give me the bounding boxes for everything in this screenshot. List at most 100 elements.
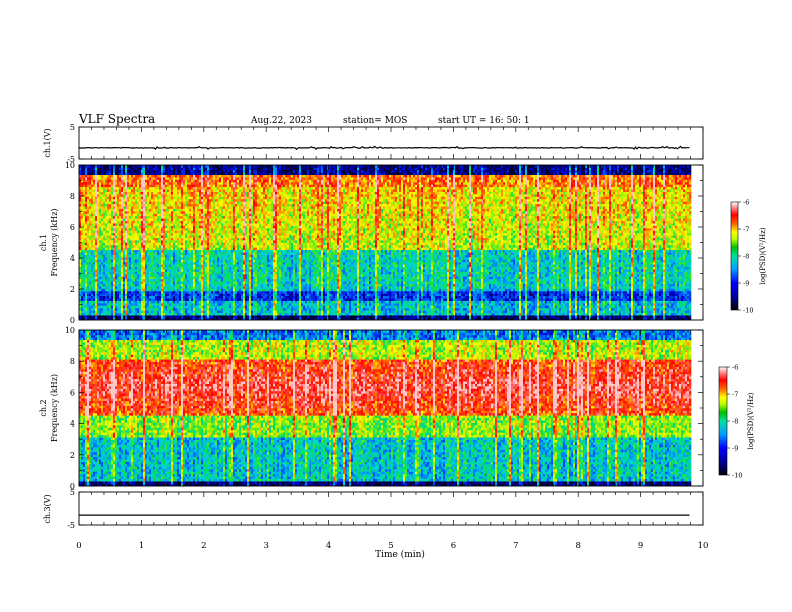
spectrogram-cell <box>105 167 108 171</box>
spectrogram-cell <box>213 230 216 234</box>
spectrogram-cell <box>103 312 106 316</box>
spectrogram-cell <box>91 290 94 294</box>
spectrogram-cell <box>183 237 186 241</box>
spectrogram-cell <box>157 271 160 275</box>
spectrogram-cell <box>193 310 196 314</box>
spectrogram-cell <box>159 230 162 234</box>
spectrogram-cell <box>119 203 122 207</box>
spectrogram-cell <box>223 278 226 282</box>
spectrogram-cell <box>177 303 180 306</box>
spectrogram-cell <box>191 283 194 287</box>
spectrogram-cell <box>121 259 124 263</box>
spectrogram-cell <box>215 237 218 241</box>
spectrogram-cell <box>143 172 146 175</box>
spectrogram-cell <box>181 213 184 217</box>
spectrogram-cell <box>163 290 166 294</box>
date-label: Aug.22, 2023 <box>250 116 312 126</box>
spectrogram-cell <box>125 290 128 294</box>
spectrogram-cell <box>163 211 166 214</box>
spectrogram-cell <box>131 278 134 282</box>
spectrogram-cell <box>91 305 94 309</box>
spectrogram-cell <box>173 191 176 195</box>
spectrogram-cell <box>81 211 84 214</box>
spectrogram-cell <box>125 179 128 183</box>
spectrogram-cell <box>187 232 190 236</box>
spectrogram-cell <box>101 174 104 178</box>
spectrogram-cell <box>149 215 152 219</box>
spectrogram-cell <box>103 198 106 202</box>
spectrogram-cell <box>153 293 156 297</box>
spectrogram-cell <box>205 293 208 297</box>
spectrogram-cell <box>201 167 204 171</box>
spectrogram-cell <box>129 201 132 205</box>
spectrogram-cell <box>173 227 176 231</box>
spectrogram-cell <box>127 184 130 188</box>
spectrogram-cell <box>215 276 218 280</box>
spectrogram-cell <box>219 201 222 205</box>
spectrogram-cell <box>217 208 220 212</box>
spectrogram-cell <box>221 240 224 243</box>
spectrogram-cell <box>183 315 186 318</box>
spectrogram-cell <box>125 201 128 205</box>
spectrogram-cell <box>161 215 164 219</box>
spectrogram-cell <box>165 261 168 265</box>
spectrogram-cell <box>137 252 140 255</box>
spectrogram-cell <box>121 184 124 188</box>
spectrogram-cell <box>103 211 106 214</box>
spectrogram-cell <box>101 181 104 185</box>
spectrogram-cell <box>103 181 106 185</box>
spectrogram-cell <box>175 174 178 178</box>
spectrogram-cell <box>117 295 120 299</box>
spectrogram-cell <box>149 208 152 212</box>
spectrogram-cell <box>215 235 218 238</box>
spectrogram-cell <box>133 259 136 263</box>
spectrogram-cell <box>125 235 128 238</box>
spectrogram-cell <box>193 194 196 197</box>
spectrogram-cell <box>147 283 150 287</box>
spectrogram-cell <box>177 203 180 207</box>
spectrogram-cell <box>161 317 164 321</box>
spectrogram-cell <box>145 167 148 171</box>
spectrogram-cell <box>217 288 220 292</box>
spectrogram-cell <box>113 317 116 321</box>
spectrogram-cell <box>163 244 166 248</box>
spectrogram-cell <box>203 196 206 200</box>
spectrogram-cell <box>205 281 208 284</box>
spectrogram-cell <box>87 232 90 236</box>
spectrogram-cell <box>215 198 218 202</box>
spectrogram-cell <box>183 242 186 246</box>
spectrogram-cell <box>197 278 200 282</box>
spectrogram-cell <box>217 203 220 207</box>
spectrogram-cell <box>173 254 176 258</box>
spectrogram-cell <box>117 194 120 197</box>
spectrogram-cell <box>183 252 186 255</box>
spectrogram-cell <box>207 276 210 280</box>
spectrogram-cell <box>101 257 104 260</box>
spectrogram-cell <box>161 167 164 171</box>
spectrogram-cell <box>83 206 86 209</box>
spectrogram-cell <box>177 269 180 272</box>
spectrogram-cell <box>155 295 158 299</box>
spectrogram-cell <box>91 315 94 318</box>
spectrogram-cell <box>129 242 132 246</box>
spectrogram-cell <box>109 237 112 241</box>
spectrogram-cell <box>229 278 232 282</box>
spectrogram-cell <box>187 286 190 289</box>
spectrogram-cell <box>93 244 96 248</box>
spectrogram-cell <box>181 186 184 190</box>
spectrogram-cell <box>123 252 126 255</box>
spectrogram-cell <box>143 257 146 260</box>
spectrogram-cell <box>201 295 204 299</box>
spectrogram-cell <box>177 249 180 253</box>
spectrogram-cell <box>179 317 182 321</box>
spectrogram-cell <box>171 177 174 180</box>
spectrogram-cell <box>155 298 158 301</box>
spectrogram-cell <box>105 227 108 231</box>
spectrogram-cell <box>155 269 158 272</box>
spectrogram-cell <box>159 218 162 221</box>
spectrogram-cell <box>115 264 118 268</box>
spectrogram-cell <box>113 281 116 284</box>
spectrogram-cell <box>103 206 106 209</box>
spectrogram-cell <box>207 186 210 190</box>
spectrogram-cell <box>163 273 166 277</box>
